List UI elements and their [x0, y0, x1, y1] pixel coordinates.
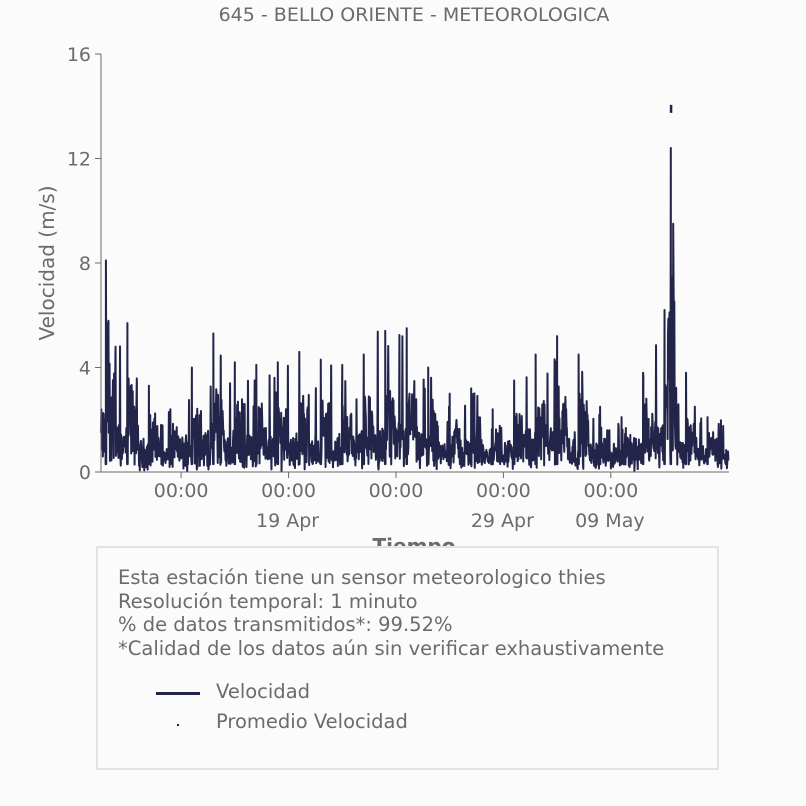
legend-label: Velocidad: [216, 680, 311, 703]
plot-area: [100, 104, 730, 473]
y-tick-label: 8: [79, 253, 91, 275]
chart-title: 645 - BELLO ORIENTE - METEOROLOGICA: [219, 4, 610, 26]
info-text: Esta estación tiene un sensor meteorolog…: [118, 566, 664, 660]
legend-point-marker: [177, 724, 179, 726]
x-tick-label: 00:00: [154, 480, 209, 502]
series-velocidad-line: [100, 147, 730, 473]
axes: 0 4 8 12 16 00:00 00:00 19 Apr 00:00 00:00 29 Apr 0…: [67, 44, 729, 532]
info-line-transmitted: % de datos transmitidos*: 99.52%: [118, 613, 453, 636]
legend-line-marker: [156, 692, 200, 695]
x-tick-sublabel: 09 May: [575, 510, 645, 532]
y-tick-label: 16: [67, 44, 91, 66]
y-tick-label: 4: [79, 358, 91, 380]
x-tick-sublabel: 19 Apr: [256, 510, 319, 532]
series-promedio-point: [669, 104, 673, 113]
info-line-sensor: Esta estación tiene un sensor meteorolog…: [118, 566, 606, 589]
info-line-resolution: Resolución temporal: 1 minuto: [118, 589, 418, 613]
x-tick-sublabel: 29 Apr: [471, 510, 534, 532]
info-line-quality-note: *Calidad de los datos aún sin verificar …: [118, 636, 665, 660]
x-tick-label: 00:00: [583, 480, 638, 502]
y-tick-label: 0: [79, 462, 91, 484]
legend-label: Promedio Velocidad: [216, 710, 408, 733]
x-tick-label: 00:00: [476, 480, 531, 502]
info-box: Esta estación tiene un sensor meteorolog…: [96, 546, 719, 770]
x-tick-label: 00:00: [261, 480, 316, 502]
y-axis-label: Velocidad (m/s): [35, 185, 59, 340]
x-tick-label: 00:00: [369, 480, 424, 502]
y-tick-label: 12: [67, 149, 91, 171]
